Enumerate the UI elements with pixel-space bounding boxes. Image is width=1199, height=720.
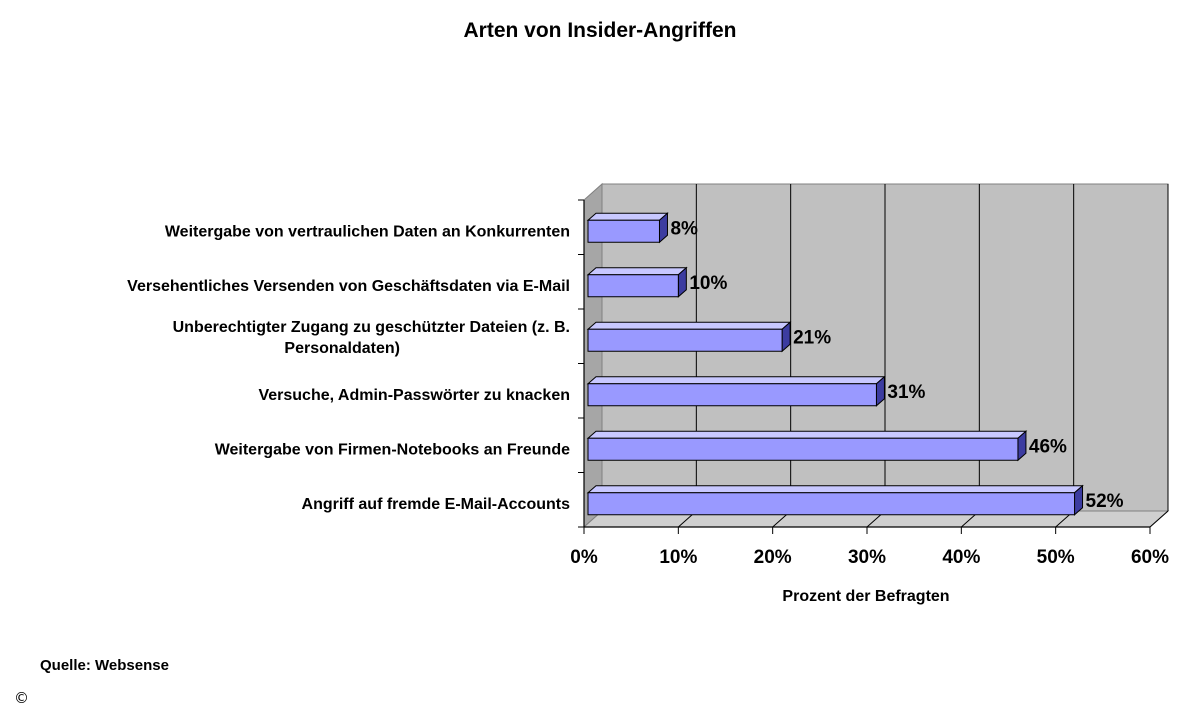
category-label: Personaldaten) bbox=[284, 340, 400, 357]
bar bbox=[587, 383, 877, 407]
data-label: 31% bbox=[887, 382, 925, 403]
bar bbox=[587, 328, 783, 352]
x-tick-label: 30% bbox=[848, 547, 886, 568]
bar bbox=[587, 274, 679, 298]
source-note: Quelle: Websense bbox=[40, 657, 169, 674]
data-label: 10% bbox=[689, 273, 727, 294]
category-label: Angriff auf fremde E-Mail-Accounts bbox=[302, 496, 571, 513]
category-label: Versehentliches Versenden von Geschäftsd… bbox=[127, 278, 570, 295]
bar bbox=[587, 492, 1076, 516]
copyright-symbol: © bbox=[14, 689, 29, 707]
data-label: 52% bbox=[1086, 491, 1124, 512]
x-tick-label: 60% bbox=[1131, 547, 1169, 568]
x-tick-label: 50% bbox=[1037, 547, 1075, 568]
x-axis-title: Prozent der Befragten bbox=[782, 588, 949, 605]
bar-top bbox=[586, 430, 1028, 439]
bar-top bbox=[586, 321, 792, 330]
data-label: 8% bbox=[670, 218, 698, 239]
bar-top bbox=[586, 376, 886, 385]
bar-top bbox=[586, 485, 1084, 494]
bar-top bbox=[586, 212, 669, 221]
plot-area: 0% 10% 20% 30% 40% 50% 60% 8% Weitergabe von ver… bbox=[127, 182, 1170, 568]
bar-top bbox=[586, 267, 688, 276]
x-tick-label: 20% bbox=[754, 547, 792, 568]
data-label: 21% bbox=[793, 327, 831, 348]
x-tick-label: 0% bbox=[570, 547, 598, 568]
category-label: Weitergabe von Firmen-Notebooks an Freun… bbox=[215, 441, 570, 458]
gridline-floor bbox=[1149, 510, 1169, 528]
category-label: Versuche, Admin-Passwörter zu knacken bbox=[258, 387, 570, 404]
chart-title: Arten von Insider-Angriffen bbox=[463, 19, 736, 42]
data-label: 46% bbox=[1029, 436, 1067, 457]
bar bbox=[587, 437, 1019, 461]
category-label: Unberechtigter Zugang zu geschützter Dat… bbox=[173, 319, 570, 336]
x-tick-label: 10% bbox=[659, 547, 697, 568]
bar bbox=[587, 219, 660, 243]
category-label: Weitergabe von vertraulichen Daten an Ko… bbox=[165, 223, 570, 240]
x-tick-label: 40% bbox=[942, 547, 980, 568]
